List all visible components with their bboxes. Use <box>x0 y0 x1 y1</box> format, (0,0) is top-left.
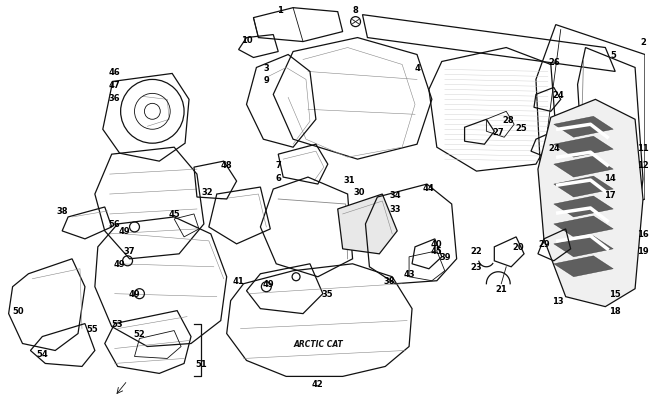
Polygon shape <box>554 236 613 257</box>
Text: 6: 6 <box>276 173 281 182</box>
Text: 45: 45 <box>168 210 180 219</box>
Text: 14: 14 <box>604 173 616 182</box>
Text: 49: 49 <box>263 279 274 288</box>
Polygon shape <box>554 216 613 237</box>
Text: 24: 24 <box>552 91 564 100</box>
Text: 51: 51 <box>195 359 207 368</box>
Text: 31: 31 <box>344 175 356 184</box>
Text: 11: 11 <box>637 143 649 152</box>
Text: 17: 17 <box>604 190 616 199</box>
Text: 49: 49 <box>129 290 140 298</box>
Text: 42: 42 <box>312 379 324 388</box>
Text: 34: 34 <box>389 190 401 199</box>
Text: 44: 44 <box>423 183 435 192</box>
Polygon shape <box>538 100 643 307</box>
Text: 16: 16 <box>637 230 649 239</box>
Text: 26: 26 <box>548 58 560 67</box>
Text: 38: 38 <box>384 277 395 286</box>
Text: 35: 35 <box>322 290 333 298</box>
Text: 18: 18 <box>610 306 621 315</box>
Polygon shape <box>554 196 613 217</box>
Text: 49: 49 <box>114 260 125 269</box>
Text: 37: 37 <box>124 247 135 256</box>
Text: 9: 9 <box>263 76 269 85</box>
Text: 50: 50 <box>13 306 24 315</box>
Text: 55: 55 <box>86 324 97 333</box>
Text: 13: 13 <box>552 296 564 305</box>
Text: 21: 21 <box>495 284 507 294</box>
Text: 4: 4 <box>414 64 420 73</box>
Text: 47: 47 <box>109 81 120 90</box>
Text: 7: 7 <box>276 160 281 169</box>
Text: 23: 23 <box>471 262 482 272</box>
Text: 30: 30 <box>354 187 365 196</box>
Text: 32: 32 <box>201 187 213 196</box>
Text: 1: 1 <box>278 6 283 15</box>
Text: 33: 33 <box>389 205 401 214</box>
Polygon shape <box>554 137 613 158</box>
Text: 56: 56 <box>109 220 120 229</box>
Text: 38: 38 <box>57 207 68 216</box>
Text: 19: 19 <box>637 247 649 256</box>
Text: 5: 5 <box>610 51 616 60</box>
Text: 8: 8 <box>353 6 358 15</box>
Text: 45: 45 <box>431 247 443 256</box>
Text: 40: 40 <box>431 240 443 249</box>
Text: 29: 29 <box>538 240 550 249</box>
Text: 46: 46 <box>109 68 120 77</box>
Text: 24: 24 <box>548 143 560 152</box>
Polygon shape <box>554 117 613 138</box>
Text: ARCTIC CAT: ARCTIC CAT <box>293 339 343 348</box>
Text: 12: 12 <box>637 160 649 169</box>
Text: 43: 43 <box>403 270 415 279</box>
Text: 36: 36 <box>109 94 120 102</box>
Text: 53: 53 <box>112 319 124 328</box>
Text: 20: 20 <box>512 243 524 252</box>
Text: 15: 15 <box>609 290 621 298</box>
Polygon shape <box>554 177 613 198</box>
Text: 49: 49 <box>119 227 131 236</box>
Polygon shape <box>554 256 613 277</box>
Polygon shape <box>554 157 613 178</box>
Text: 10: 10 <box>240 36 252 45</box>
Text: 27: 27 <box>493 128 504 136</box>
Text: 52: 52 <box>134 329 146 338</box>
Text: 25: 25 <box>515 124 527 132</box>
Text: 48: 48 <box>221 160 233 169</box>
Text: 41: 41 <box>233 277 244 286</box>
Polygon shape <box>338 194 397 254</box>
Text: 54: 54 <box>36 349 48 358</box>
Text: 22: 22 <box>471 247 482 256</box>
Text: 39: 39 <box>439 253 450 262</box>
Text: 28: 28 <box>502 115 514 124</box>
Text: 2: 2 <box>640 38 646 47</box>
Text: 3: 3 <box>263 64 269 73</box>
